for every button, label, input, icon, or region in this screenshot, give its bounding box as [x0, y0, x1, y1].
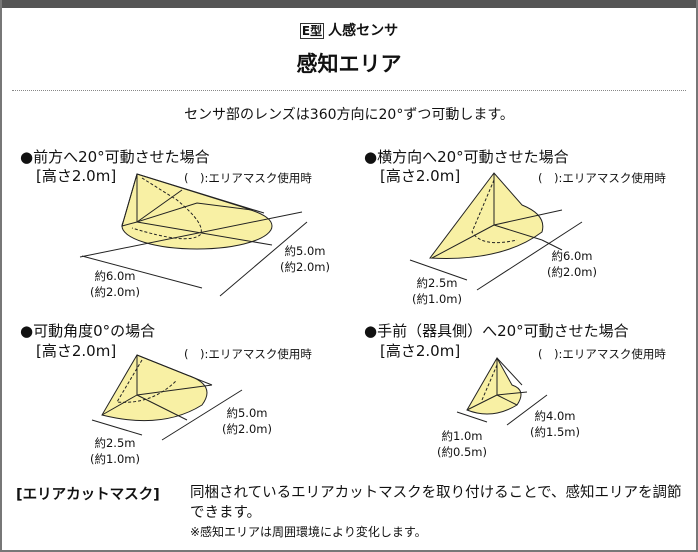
dim-label: (約1.0m) [412, 292, 462, 306]
mask-note: ( ):エリアマスク使用時 [538, 347, 666, 361]
subtitle: センサ部のレンズは360方向に20°ずつ可動します。 [184, 107, 514, 123]
dim-label: 約6.0m [551, 249, 593, 263]
area-cone [101, 354, 208, 422]
panel-heading: ●横方向へ20°可動させた場合 [364, 148, 569, 166]
dim-label: (約2.0m) [90, 285, 140, 299]
dim-label: (約2.0m) [547, 265, 597, 279]
type-badge: E型 [299, 23, 325, 39]
area-cone [429, 172, 544, 259]
panel-heading: ●可動角度0°の場合 [20, 322, 156, 340]
note-body: 同梱されているエリアカットマスクを取り付けることで、感知エリアを調節できます。 [190, 485, 682, 521]
dim-label: 約4.0m [534, 409, 576, 423]
top-bar [2, 0, 696, 8]
mask-note: ( ):エリアマスク使用時 [184, 347, 312, 361]
dim-label: (約2.0m) [222, 422, 272, 436]
note-small: ※感知エリアは周囲環境により変化します。 [190, 525, 427, 539]
page-title: 感知エリア [296, 52, 402, 76]
dim-label: 約1.0m [441, 429, 483, 443]
mask-note: ( ):エリアマスク使用時 [184, 171, 312, 185]
panel-heading: ●前方へ20°可動させた場合 [20, 148, 210, 166]
dim-label: 約5.0m [226, 406, 268, 420]
diagram-sideways-20 [409, 172, 583, 291]
dim-label: 約6.0m [94, 269, 136, 283]
diagram-angle-0 [91, 354, 243, 441]
panel-height: [高さ2.0m] [36, 342, 117, 360]
dim-label: (約1.5m) [530, 425, 580, 439]
note-label: [エリアカットマスク] [16, 487, 160, 503]
dim-label: 約2.5m [94, 436, 136, 450]
diagram-front-20 [456, 356, 548, 426]
divider [12, 90, 686, 91]
panel-height: [高さ2.0m] [380, 342, 461, 360]
mask-note: ( ):エリアマスク使用時 [538, 171, 666, 185]
dim-label: (約0.5m) [437, 445, 487, 459]
panel-height: [高さ2.0m] [36, 167, 117, 185]
dim-label: 約5.0m [284, 244, 326, 258]
panel-heading: ●手前（器具側）へ20°可動させた場合 [364, 322, 629, 340]
type-label: 人感センサ [328, 23, 399, 39]
panel-height: [高さ2.0m] [380, 167, 461, 185]
dim-label: (約2.0m) [280, 260, 330, 274]
sensor-type: E型 人感センサ [2, 20, 696, 40]
dim-label: (約1.0m) [90, 452, 140, 466]
dim-label: 約2.5m [416, 276, 458, 290]
diagram-forward-20 [79, 173, 308, 297]
